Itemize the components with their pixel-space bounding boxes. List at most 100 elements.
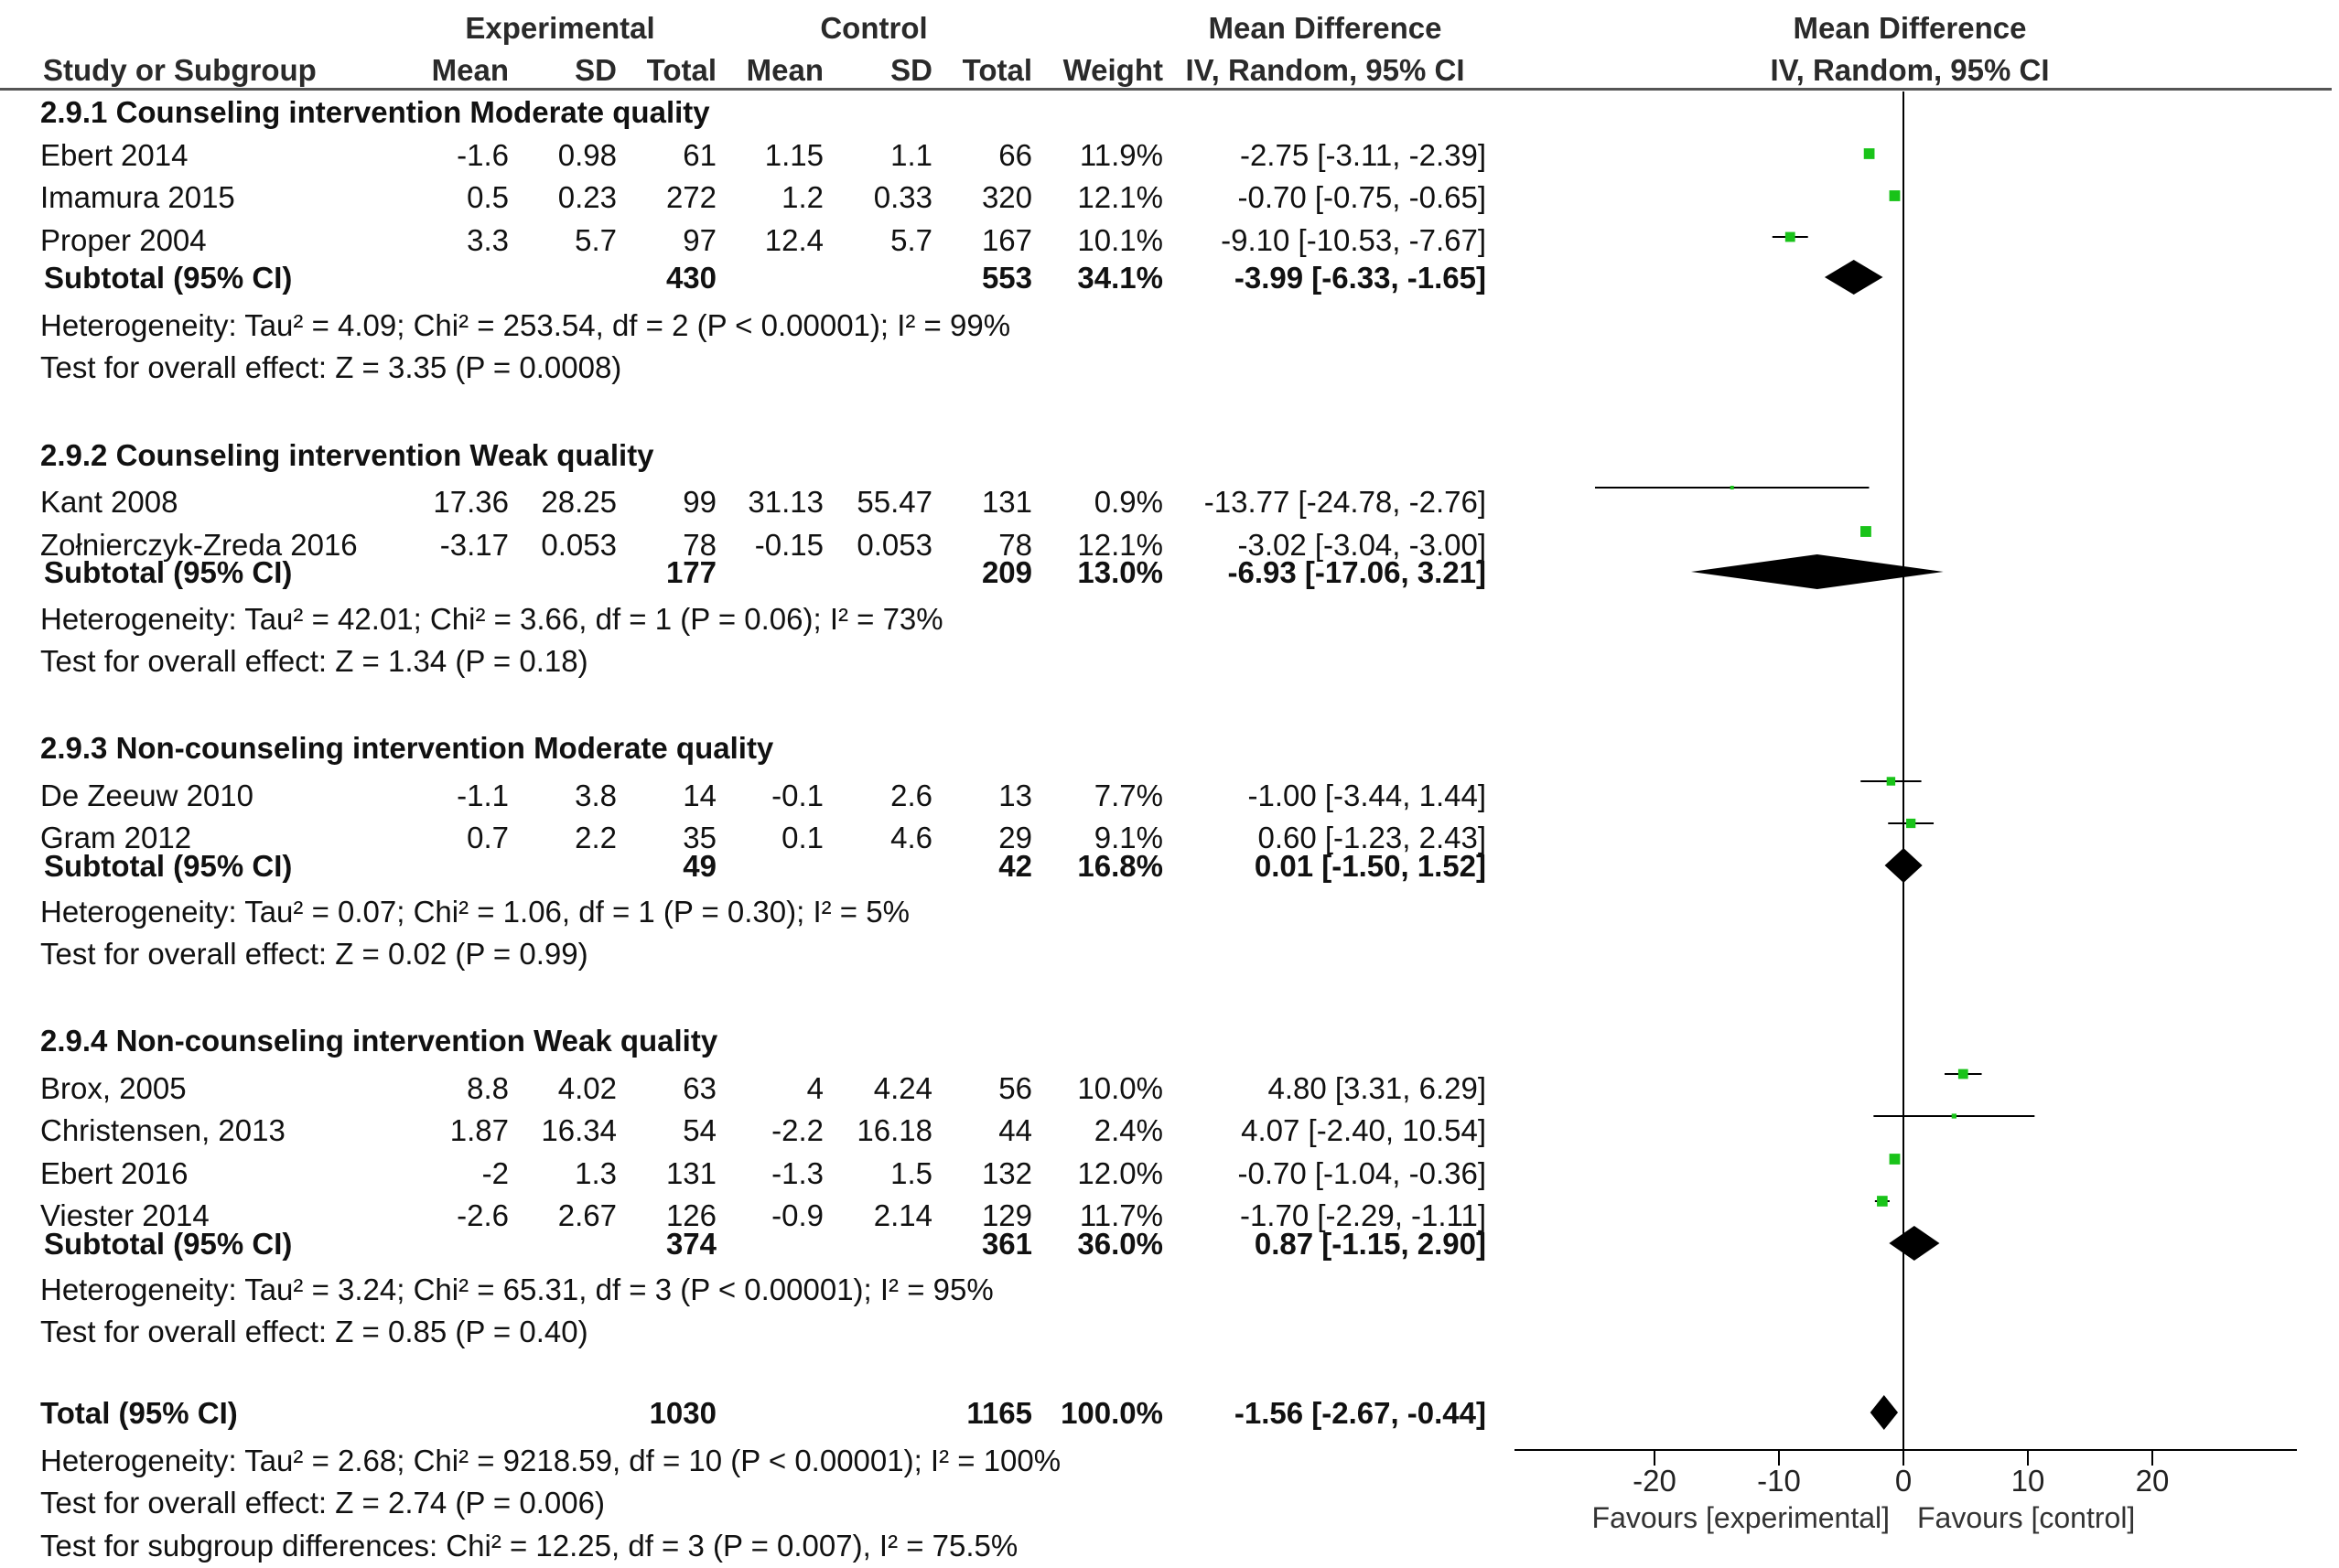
- study-e-sd-value: 4.02: [557, 1071, 617, 1105]
- study-name: Christensen, 2013: [40, 1113, 286, 1147]
- study-column-header: Study or Subgroup: [43, 53, 317, 87]
- statistics-note: Test for overall effect: Z = 2.74 (P = 0…: [40, 1486, 605, 1520]
- experimental-header: Experimental: [465, 11, 655, 45]
- study-c-mean-value: 1.2: [781, 180, 824, 214]
- study-e-total-value: 35: [683, 821, 717, 854]
- subtotal-diamond: [1884, 848, 1923, 883]
- statistics-note: Test for overall effect: Z = 3.35 (P = 0…: [40, 350, 622, 384]
- study-name: Ebert 2014: [40, 138, 189, 172]
- study-e-sd-value: 3.8: [575, 779, 617, 812]
- total-c-total-value: 1165: [966, 1396, 1032, 1430]
- study-c-total-value: 13: [998, 779, 1032, 812]
- study-name: Proper 2004: [40, 223, 207, 257]
- statistics-note: Test for overall effect: Z = 0.02 (P = 0…: [40, 937, 588, 971]
- total-weight-value: 100.0%: [1061, 1396, 1163, 1430]
- exp-total-column-header: Total: [646, 53, 717, 87]
- exp-sd-column-header: SD: [575, 53, 617, 87]
- statistics-note: Test for overall effect: Z = 0.85 (P = 0…: [40, 1315, 588, 1348]
- study-e-sd-value: 2.67: [557, 1198, 617, 1232]
- subtotal-e-total-value: 49: [683, 849, 717, 883]
- study-e-mean-value: -1.6: [457, 138, 509, 172]
- study-e-mean-value: -2.6: [457, 1198, 509, 1232]
- study-c-total-value: 29: [998, 821, 1032, 854]
- ctl-mean-column-header: Mean: [746, 53, 824, 87]
- subtotal-label: Subtotal (95% CI): [44, 849, 293, 883]
- study-c-sd-value: 1.5: [890, 1156, 932, 1190]
- x-axis-tick-label: 0: [1895, 1464, 1912, 1498]
- study-e-mean-value: 3.3: [467, 223, 509, 257]
- statistics-note: Heterogeneity: Tau² = 2.68; Chi² = 9218.…: [40, 1444, 1062, 1477]
- study-e-sd-value: 28.25: [541, 485, 617, 519]
- study-e-total-value: 126: [665, 1198, 717, 1232]
- study-point-square: [1863, 148, 1875, 159]
- study-point-square: [1957, 1069, 1968, 1079]
- study-c-total-value: 167: [981, 223, 1032, 257]
- total-e-total-value: 1030: [649, 1396, 717, 1430]
- study-ci-value: -2.75 [-3.11, -2.39]: [1239, 138, 1486, 172]
- study-e-total-value: 97: [683, 223, 717, 257]
- study-ci-value: -9.10 [-10.53, -7.67]: [1221, 223, 1486, 257]
- subtotal-e-total-value: 177: [665, 555, 717, 589]
- study-weight-value: 2.4%: [1094, 1113, 1163, 1147]
- study-name: Brox, 2005: [40, 1071, 187, 1105]
- study-weight-value: 11.7%: [1079, 1198, 1163, 1232]
- study-ci-value: -1.70 [-2.29, -1.11]: [1239, 1198, 1486, 1232]
- study-e-sd-value: 1.3: [575, 1156, 617, 1190]
- study-c-mean-value: -0.9: [771, 1198, 824, 1232]
- study-weight-value: 10.1%: [1077, 223, 1163, 257]
- subgroup-heading: 2.9.4 Non-counseling intervention Weak q…: [40, 1024, 718, 1058]
- subtotal-ci-value: -6.93 [-17.06, 3.21]: [1227, 555, 1487, 589]
- statistics-note: Test for overall effect: Z = 1.34 (P = 0…: [40, 644, 588, 678]
- study-e-total-value: 99: [683, 485, 717, 519]
- ctl-sd-column-header: SD: [890, 53, 932, 87]
- study-e-sd-value: 2.2: [575, 821, 617, 854]
- study-c-mean-value: 31.13: [748, 485, 824, 519]
- study-c-mean-value: -0.15: [754, 528, 824, 562]
- study-name: Zołnierczyk-Zreda 2016: [40, 528, 358, 562]
- study-e-mean-value: 8.8: [467, 1071, 509, 1105]
- study-point-square: [1784, 231, 1795, 242]
- study-name: De Zeeuw 2010: [40, 779, 253, 812]
- control-header: Control: [820, 11, 928, 45]
- study-e-mean-value: -1.1: [457, 779, 509, 812]
- study-c-sd-value: 0.33: [873, 180, 932, 214]
- weight-column-header: Weight: [1062, 53, 1163, 87]
- statistics-note: Test for subgroup differences: Chi² = 12…: [40, 1529, 1019, 1563]
- subtotal-ci-value: -3.99 [-6.33, -1.65]: [1234, 261, 1486, 295]
- subtotal-weight-value: 13.0%: [1077, 555, 1163, 589]
- study-c-mean-value: -1.3: [771, 1156, 824, 1190]
- study-e-sd-value: 0.23: [557, 180, 617, 214]
- study-e-sd-value: 5.7: [575, 223, 617, 257]
- study-c-mean-value: -0.1: [771, 779, 824, 812]
- study-c-sd-value: 16.18: [857, 1113, 932, 1147]
- study-c-mean-value: 0.1: [781, 821, 824, 854]
- study-e-total-value: 131: [665, 1156, 717, 1190]
- study-c-mean-value: 4: [806, 1071, 824, 1105]
- subtotal-diamond: [1690, 554, 1944, 589]
- ci-column-header-right: IV, Random, 95% CI: [1770, 53, 2050, 87]
- study-weight-value: 12.0%: [1077, 1156, 1163, 1190]
- statistics-note: Heterogeneity: Tau² = 0.07; Chi² = 1.06,…: [40, 895, 910, 929]
- favours-experimental-label: Favours [experimental]: [1592, 1501, 1890, 1534]
- study-point-square: [1889, 1154, 1901, 1165]
- statistics-note: Heterogeneity: Tau² = 3.24; Chi² = 65.31…: [40, 1273, 994, 1306]
- total-ci-value: -1.56 [-2.67, -0.44]: [1234, 1396, 1486, 1430]
- study-weight-value: 10.0%: [1077, 1071, 1163, 1105]
- subtotal-label: Subtotal (95% CI): [44, 261, 293, 295]
- subtotal-label: Subtotal (95% CI): [44, 1227, 293, 1261]
- study-e-total-value: 61: [683, 138, 717, 172]
- subtotal-ci-value: 0.87 [-1.15, 2.90]: [1254, 1227, 1486, 1261]
- subgroup-heading: 2.9.2 Counseling intervention Weak quali…: [40, 438, 654, 472]
- statistics-note: Heterogeneity: Tau² = 4.09; Chi² = 253.5…: [40, 308, 1011, 342]
- subtotal-c-total-value: 209: [981, 555, 1032, 589]
- exp-mean-column-header: Mean: [431, 53, 509, 87]
- x-axis-tick-label: -20: [1633, 1464, 1676, 1498]
- study-ci-value: 4.07 [-2.40, 10.54]: [1241, 1113, 1486, 1147]
- subtotal-e-total-value: 430: [665, 261, 717, 295]
- header-rule: [0, 88, 2332, 91]
- statistics-note: Heterogeneity: Tau² = 42.01; Chi² = 3.66…: [40, 602, 943, 636]
- study-e-total-value: 54: [683, 1113, 717, 1147]
- study-c-mean-value: 12.4: [764, 223, 824, 257]
- subgroup-heading: 2.9.1 Counseling intervention Moderate q…: [40, 95, 710, 129]
